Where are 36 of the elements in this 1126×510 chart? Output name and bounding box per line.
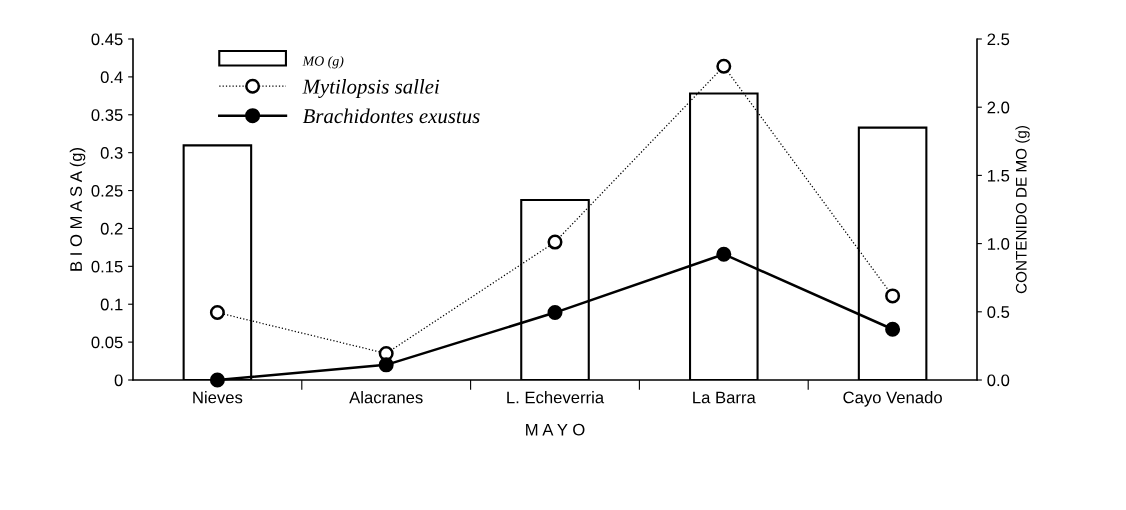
point <box>547 305 563 321</box>
y-tick-label: 0.25 <box>91 184 123 197</box>
y2-tick-label: 2.5 <box>987 33 1010 46</box>
legend-label: Brachidontes exustus <box>302 108 480 124</box>
legend-label: MO (g) <box>302 55 344 69</box>
x-tick-label: Alacranes <box>349 391 423 404</box>
point <box>209 372 225 388</box>
point <box>885 288 901 304</box>
y2-axis-title: CONTENIDO DE MO (g) <box>1015 125 1030 294</box>
y-tick-label: 0.3 <box>100 147 123 159</box>
y-tick-label: 0.05 <box>91 336 123 349</box>
point <box>716 246 732 262</box>
x-tick-label: L. Echeverria <box>507 391 605 404</box>
y2-tick-label: 0.5 <box>987 306 1010 318</box>
y2-tick-label: 1.5 <box>987 169 1010 182</box>
x-tick-label: Nieves <box>193 391 243 404</box>
point <box>378 357 394 373</box>
y2-tick-label: 1.0 <box>987 238 1010 250</box>
x-tick-label: La Barra <box>693 391 756 404</box>
x-axis-title: M A Y O <box>526 423 585 436</box>
point <box>209 305 225 321</box>
y2-tick-label: 0.0 <box>987 374 1010 387</box>
y-tick-label: 0.45 <box>91 33 123 46</box>
legend-label: Mytilopsis sallei <box>302 79 440 98</box>
y-tick-label: 0.35 <box>91 109 123 121</box>
y2-tick-label: 2.0 <box>987 101 1010 114</box>
x-tick-label: Cayo Venado <box>843 391 942 407</box>
point <box>547 234 563 250</box>
y-tick-label: 0.15 <box>91 260 123 273</box>
y-tick-label: 0.4 <box>100 71 123 84</box>
point <box>716 58 732 74</box>
y-axis-title: B I O M A S A (g) <box>69 148 86 271</box>
y-tick-label: 0.1 <box>100 298 123 311</box>
y-tick-label: 0 <box>114 374 123 387</box>
point <box>885 321 901 337</box>
y-tick-label: 0.2 <box>100 222 123 235</box>
